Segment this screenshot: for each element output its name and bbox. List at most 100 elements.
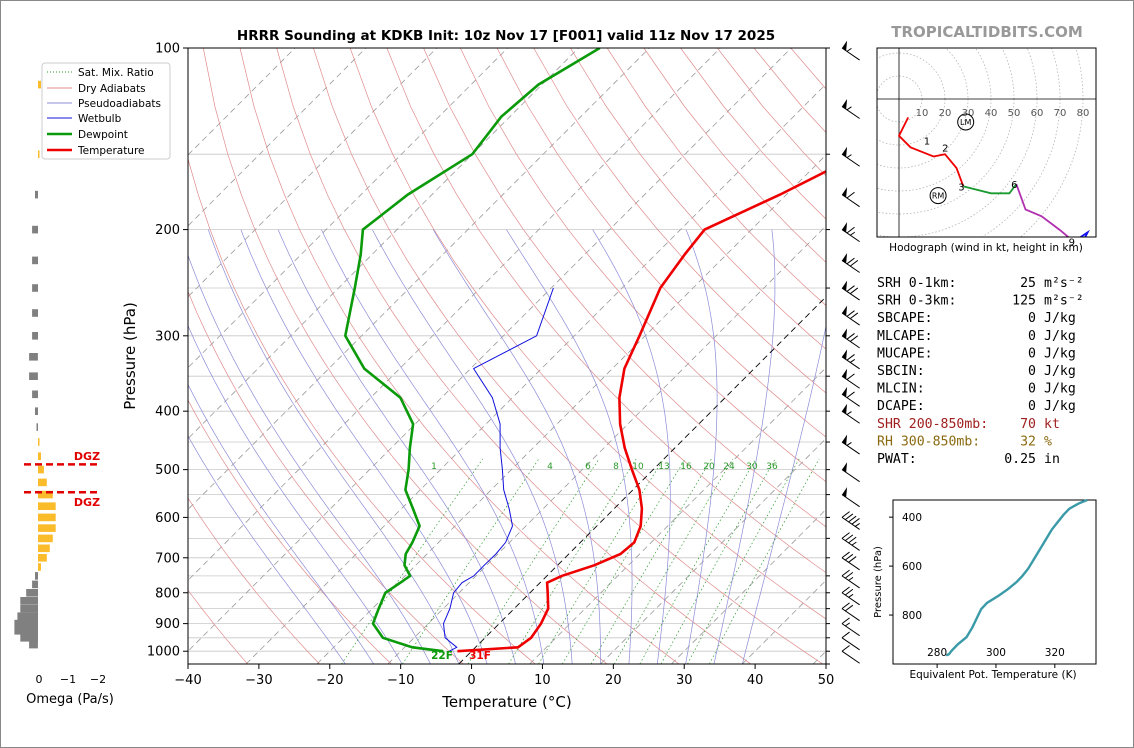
pseudoadiabat xyxy=(321,229,545,664)
wind-barb xyxy=(841,569,860,589)
zero-isotherm xyxy=(458,296,826,664)
omega-xlabel: Omega (Pa/s) xyxy=(26,692,114,707)
pressure-tick-label: 700 xyxy=(155,551,180,566)
wind-barb xyxy=(841,586,860,606)
hodograph-height-label: 1 xyxy=(924,136,930,147)
dry-adiabat xyxy=(533,48,826,394)
isotherm xyxy=(245,83,826,664)
barb-half-flag xyxy=(846,154,852,159)
legend-label: Dewpoint xyxy=(78,129,128,141)
wind-barb xyxy=(841,462,860,483)
barb-flag xyxy=(846,257,855,265)
temperature-tick-label: −20 xyxy=(316,673,343,688)
temperature-tick-label: 30 xyxy=(676,673,693,688)
barb-staff xyxy=(841,516,860,530)
hodograph-panel: 10 20 30 40 50 60 70 80 1 2 3 6 9 LM RM Hodograph (… xyxy=(876,47,1097,254)
omega-bar xyxy=(35,190,38,199)
barb-flag xyxy=(846,310,855,317)
index-unit: J/kg xyxy=(1044,329,1076,344)
wind-barb xyxy=(841,487,860,508)
omega-panel: DGZ DGZ 0 −1 −2 Omega (Pa/s) xyxy=(14,80,114,707)
theta-e-panel: 280 300 320 400 600 800 Pressure (hPa) Equiva… xyxy=(873,498,1097,681)
index-unit: J/kg xyxy=(1044,382,1076,397)
wind-barb xyxy=(841,40,860,61)
theta-e-x-tick-label: 300 xyxy=(986,647,1006,659)
temperature-tick-label: 0 xyxy=(467,673,475,688)
mixing-ratio-label: 4 xyxy=(547,462,553,472)
hodograph-ring-label: 80 xyxy=(1077,108,1090,119)
barb-staff xyxy=(841,312,860,326)
barb-flag xyxy=(846,191,855,199)
hodograph-ring-label: 20 xyxy=(939,108,952,119)
mixing-ratio-label: 8 xyxy=(613,462,619,472)
barb-staff xyxy=(841,537,860,551)
barb-staff xyxy=(841,229,860,243)
skewt-panel: 1 4 6 8 10 13 16 20 24 30 36 10020030040… xyxy=(41,42,834,711)
omega-bar xyxy=(32,390,38,399)
index-label: SRH 0-3km: xyxy=(877,294,956,309)
index-unit: kt xyxy=(1044,417,1060,432)
omega-bar xyxy=(29,372,38,380)
omega-bar xyxy=(17,612,38,620)
temperature-tick-label: −10 xyxy=(387,673,414,688)
temperature-tick-label: 40 xyxy=(747,673,764,688)
mixing-ratio-line xyxy=(341,458,483,664)
barb-flag xyxy=(841,586,850,594)
index-unit: m²s⁻² xyxy=(1044,276,1084,291)
wind-barb xyxy=(841,349,860,370)
barb-pennant xyxy=(842,305,848,316)
wind-barb xyxy=(841,602,860,622)
theta-e-xlabel: Equivalent Pot. Temperature (K) xyxy=(909,669,1076,681)
omega-bar xyxy=(20,604,38,613)
legend-box xyxy=(41,62,171,160)
wind-barb xyxy=(841,403,860,424)
right-mover-marker xyxy=(929,187,947,205)
isotherm xyxy=(671,508,826,664)
omega-tick-2: −2 xyxy=(90,673,106,686)
omega-bar xyxy=(38,452,41,460)
hodograph-ring-labels: 10 20 30 40 50 60 70 80 xyxy=(916,108,1090,119)
omega-bar xyxy=(20,597,38,605)
omega-bar xyxy=(38,465,44,474)
omega-bar xyxy=(35,407,38,415)
wind-barb xyxy=(841,532,860,551)
barb-pennant xyxy=(842,434,848,445)
barb-flag xyxy=(849,259,859,267)
dry-adiabat xyxy=(349,48,826,620)
barb-half-flag xyxy=(849,231,856,236)
mixing-ratio-line xyxy=(687,458,800,664)
pseudoadiabat xyxy=(188,435,346,664)
wind-barb xyxy=(841,368,860,389)
isotherm xyxy=(188,48,367,227)
wind-barb xyxy=(841,511,860,530)
barb-pennant xyxy=(842,462,848,473)
hodograph-height-label: 9 xyxy=(1069,238,1075,249)
barb-staff xyxy=(841,287,860,301)
pseudoadiabat xyxy=(685,229,718,664)
omega-bar xyxy=(38,534,53,543)
barb-pennant xyxy=(842,280,848,291)
barb-flag xyxy=(841,602,850,610)
mixing-ratio-labels: 1 4 6 8 10 13 16 20 24 30 36 xyxy=(431,462,778,472)
pseudoadiabat xyxy=(372,229,573,664)
barb-flag xyxy=(841,532,850,539)
barb-staff xyxy=(841,557,860,571)
omega-bars xyxy=(14,80,56,649)
barb-flag xyxy=(844,588,854,596)
barb-staff xyxy=(841,153,860,167)
index-label: SBCIN: xyxy=(877,364,925,379)
barb-flag xyxy=(841,551,850,559)
barb-pennant xyxy=(842,328,848,339)
index-label: RH 300-850mb: xyxy=(877,434,980,449)
barb-staff xyxy=(841,106,860,119)
wind-barb xyxy=(841,631,860,651)
pseudoadiabat xyxy=(432,229,601,664)
barb-pennant xyxy=(842,187,848,198)
dry-adiabat xyxy=(386,48,826,574)
omega-bar xyxy=(32,332,38,340)
mixing-ratio-line xyxy=(538,458,664,664)
hodograph-height-label: 3 xyxy=(958,182,964,193)
wind-barb xyxy=(841,305,860,326)
hodograph-ring-label: 70 xyxy=(1054,108,1067,119)
temperature-tick-label: 20 xyxy=(605,673,622,688)
